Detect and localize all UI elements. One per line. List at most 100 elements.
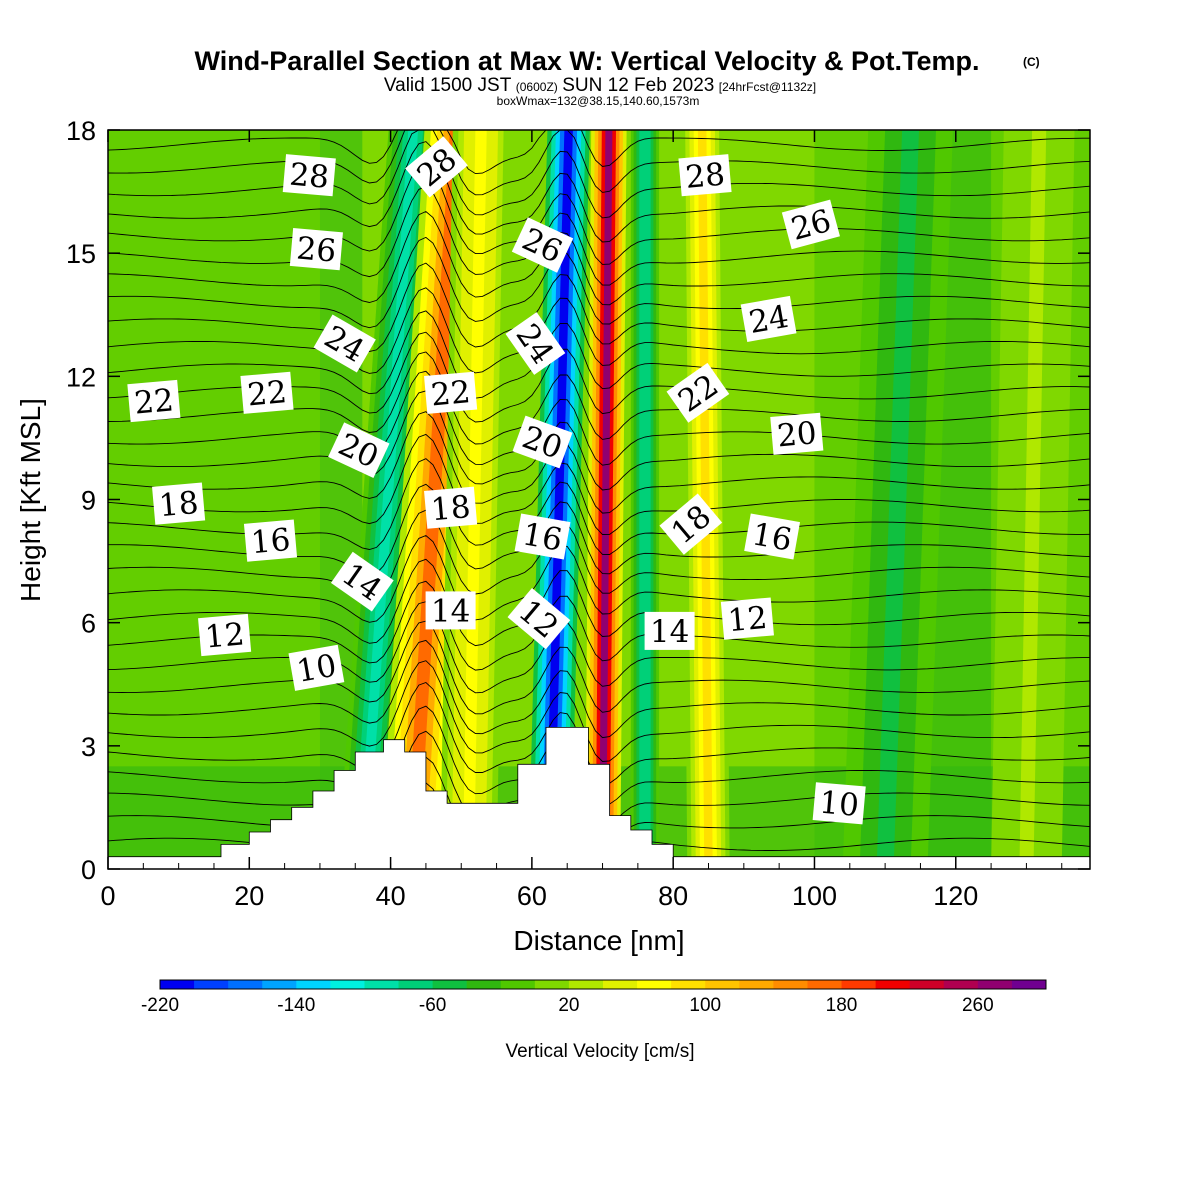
theta-contour xyxy=(108,130,1090,219)
colorbar-tick-label: 180 xyxy=(826,995,858,1016)
contour-label-text: 22 xyxy=(133,382,175,421)
valid-date: SUN 12 Feb 2023 xyxy=(562,75,714,96)
theta-contour xyxy=(108,620,1090,715)
x-tick-label: 120 xyxy=(933,881,978,911)
contour-label: 18 xyxy=(424,486,478,529)
contour-label: 10 xyxy=(288,644,345,691)
band-step xyxy=(876,130,919,869)
x-tick-label: 0 xyxy=(100,881,115,911)
contour-label-text: 16 xyxy=(749,516,794,558)
contour-label-box xyxy=(511,217,574,273)
contour-label: 26 xyxy=(289,227,343,271)
theta-contour xyxy=(108,287,1090,374)
contour-label-box xyxy=(812,782,866,825)
colorbar-cell xyxy=(194,980,229,989)
colorbar-cell xyxy=(909,980,945,989)
colorbar-cell xyxy=(807,980,843,989)
theta-contour xyxy=(108,210,1090,306)
colorbar-frame xyxy=(159,979,1047,990)
colorbar-cell xyxy=(841,980,877,989)
valid-time-utc: (0600Z) xyxy=(516,80,558,94)
contour-label-text: 16 xyxy=(520,516,565,558)
colorbar-cell xyxy=(705,980,740,989)
colorbar-cell xyxy=(671,980,706,989)
contour-label-text: 20 xyxy=(776,415,818,454)
contour-label-box xyxy=(720,597,774,640)
colorbar-cell xyxy=(432,980,468,989)
velocity-band xyxy=(584,130,627,869)
contour-label-text: 22 xyxy=(429,374,471,413)
contour-label: 18 xyxy=(152,482,206,525)
contour-label-text: 28 xyxy=(288,157,330,196)
theta-contour xyxy=(108,236,1090,329)
y-tick-label: 9 xyxy=(81,486,96,516)
field-patch xyxy=(108,130,320,869)
contour-label-text: 18 xyxy=(429,489,471,528)
contour-label: 20 xyxy=(770,412,824,455)
x-tick-label: 40 xyxy=(376,881,406,911)
contour-label: 28 xyxy=(282,154,336,197)
chart-subtitle: Valid 1500 JST (0600Z) SUN 12 Feb 2023 [… xyxy=(384,75,816,96)
colorbar-cell xyxy=(773,980,808,989)
contour-label-text: 26 xyxy=(295,230,337,269)
x-tick-label: 20 xyxy=(234,881,264,911)
colorbar-cell xyxy=(534,980,570,989)
contour-label: 24 xyxy=(740,295,797,342)
colorbar-cell xyxy=(500,980,536,989)
colorbar-tick-label: 260 xyxy=(962,995,994,1016)
contour-label-text: 24 xyxy=(746,299,791,341)
theta-contour xyxy=(108,310,1090,399)
contour-label: 16 xyxy=(243,519,298,562)
colorbar: -220 -140 -60 20 100 180 260 xyxy=(141,979,1047,1016)
contour-label-box xyxy=(198,613,252,657)
colorbar-tick-label: 100 xyxy=(689,995,721,1016)
theta-contour xyxy=(108,130,1090,196)
y-axis-title: Height [Kft MSL] xyxy=(15,398,46,602)
chart-title: Wind-Parallel Section at Max W: Vertical… xyxy=(195,46,980,76)
colorbar-cell xyxy=(568,980,604,989)
band-step xyxy=(1019,130,1047,869)
terrain-profile xyxy=(108,727,1090,869)
velocity-band xyxy=(681,130,730,869)
colorbar-cell xyxy=(875,980,911,989)
contour-label-box xyxy=(659,493,723,555)
contour-label-box xyxy=(644,611,695,650)
contour-label-box xyxy=(512,415,573,469)
velocity-band xyxy=(337,130,438,869)
colorbar-cell xyxy=(228,980,263,989)
contour-label-box xyxy=(425,591,476,630)
band-step xyxy=(599,130,613,869)
y-tick-label: 12 xyxy=(66,362,96,392)
theta-contour xyxy=(108,130,1090,175)
colorbar-tick-label: -220 xyxy=(141,995,179,1016)
theta-contour xyxy=(108,534,1090,623)
contour-label: 14 xyxy=(644,611,695,650)
colorbar-tick-label: -140 xyxy=(277,995,315,1016)
contour-label-box xyxy=(781,199,840,250)
theta-contour xyxy=(108,390,1090,491)
theta-contour xyxy=(108,580,1090,671)
contour-label-box xyxy=(288,644,345,691)
theta-contour xyxy=(108,185,1090,286)
copyright-mark: (C) xyxy=(1023,55,1040,69)
contour-label: 22 xyxy=(127,379,181,423)
contour-label: 12 xyxy=(198,613,252,657)
theta-contour xyxy=(108,433,1090,535)
contour-label-box xyxy=(678,154,732,197)
x-tick-label: 100 xyxy=(792,881,837,911)
contour-label-text: 14 xyxy=(431,593,470,629)
contour-label: 12 xyxy=(720,597,774,640)
colorbar-cell xyxy=(398,980,434,989)
colorbar-cell xyxy=(977,980,1013,989)
contour-label-box xyxy=(424,371,478,414)
theta-contour xyxy=(108,411,1090,514)
contour-label-text: 12 xyxy=(203,616,245,655)
y-tick-label: 15 xyxy=(66,239,96,269)
contour-label-text: 16 xyxy=(249,522,291,561)
y-tick-label: 18 xyxy=(66,116,96,146)
contour-label-box xyxy=(740,295,797,342)
contour-label-box xyxy=(330,551,394,612)
contour-label-text: 22 xyxy=(246,374,288,413)
colorbar-cell xyxy=(262,980,297,989)
contour-label: 14 xyxy=(425,591,476,630)
